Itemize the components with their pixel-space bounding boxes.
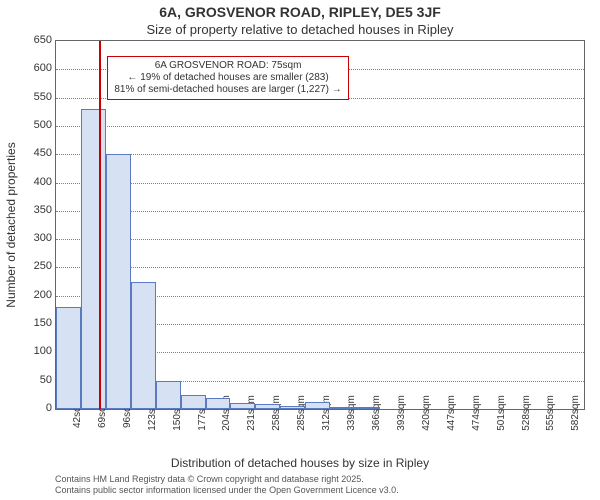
y-tick-label: 400 bbox=[12, 176, 52, 188]
histogram-bar bbox=[156, 381, 181, 409]
histogram-bar bbox=[305, 402, 330, 409]
y-tick-label: 150 bbox=[12, 317, 52, 329]
histogram-bar bbox=[206, 398, 231, 409]
histogram-bar bbox=[255, 404, 280, 409]
plot-area: 6A GROSVENOR ROAD: 75sqm← 19% of detache… bbox=[55, 40, 585, 410]
histogram-bar bbox=[131, 282, 156, 409]
y-tick-label: 250 bbox=[12, 260, 52, 272]
grid-line bbox=[56, 183, 584, 184]
y-tick-label: 350 bbox=[12, 204, 52, 216]
reference-line bbox=[99, 41, 101, 409]
footer-line-2: Contains public sector information licen… bbox=[55, 485, 399, 495]
histogram-bar bbox=[280, 406, 305, 409]
y-tick-label: 450 bbox=[12, 147, 52, 159]
y-tick-label: 0 bbox=[12, 402, 52, 414]
histogram-bar bbox=[230, 403, 255, 409]
y-tick-label: 100 bbox=[12, 345, 52, 357]
histogram-bar bbox=[355, 407, 380, 409]
x-tick-label: 393sqm bbox=[396, 395, 407, 431]
info-line: 81% of semi-detached houses are larger (… bbox=[114, 84, 341, 96]
x-tick-label: 339sqm bbox=[346, 395, 357, 431]
histogram-bar bbox=[106, 154, 131, 409]
y-tick-label: 200 bbox=[12, 289, 52, 301]
y-tick-label: 500 bbox=[12, 119, 52, 131]
histogram-bar bbox=[330, 407, 355, 409]
info-line: ← 19% of detached houses are smaller (28… bbox=[114, 72, 341, 84]
histogram-bar bbox=[56, 307, 81, 409]
x-tick-label: 420sqm bbox=[421, 395, 432, 431]
y-tick-label: 600 bbox=[12, 62, 52, 74]
x-tick-label: 555sqm bbox=[545, 395, 556, 431]
x-tick-label: 474sqm bbox=[471, 395, 482, 431]
x-tick-label: 582sqm bbox=[570, 395, 581, 431]
x-tick-label: 285sqm bbox=[296, 395, 307, 431]
x-tick-label: 258sqm bbox=[271, 395, 282, 431]
histogram-bar bbox=[81, 109, 106, 409]
x-tick-label: 366sqm bbox=[371, 395, 382, 431]
y-tick-label: 50 bbox=[12, 374, 52, 386]
x-tick-label: 231sqm bbox=[246, 395, 257, 431]
footer-line-1: Contains HM Land Registry data © Crown c… bbox=[55, 474, 364, 484]
histogram-bar bbox=[181, 395, 206, 409]
grid-line bbox=[56, 211, 584, 212]
y-tick-label: 650 bbox=[12, 34, 52, 46]
y-axis-label: Number of detached properties bbox=[4, 142, 18, 307]
title-main: 6A, GROSVENOR ROAD, RIPLEY, DE5 3JF bbox=[0, 4, 600, 20]
grid-line bbox=[56, 239, 584, 240]
x-tick-label: 501sqm bbox=[496, 395, 507, 431]
y-tick-label: 550 bbox=[12, 91, 52, 103]
info-line: 6A GROSVENOR ROAD: 75sqm bbox=[114, 60, 341, 72]
y-tick-label: 300 bbox=[12, 232, 52, 244]
x-tick-label: 528sqm bbox=[521, 395, 532, 431]
grid-line bbox=[56, 154, 584, 155]
grid-line bbox=[56, 267, 584, 268]
x-axis-label: Distribution of detached houses by size … bbox=[0, 456, 600, 470]
title-sub: Size of property relative to detached ho… bbox=[0, 22, 600, 37]
info-box: 6A GROSVENOR ROAD: 75sqm← 19% of detache… bbox=[107, 56, 348, 100]
x-tick-label: 312sqm bbox=[321, 395, 332, 431]
grid-line bbox=[56, 126, 584, 127]
x-tick-label: 447sqm bbox=[446, 395, 457, 431]
chart-container: 6A, GROSVENOR ROAD, RIPLEY, DE5 3JF Size… bbox=[0, 0, 600, 500]
